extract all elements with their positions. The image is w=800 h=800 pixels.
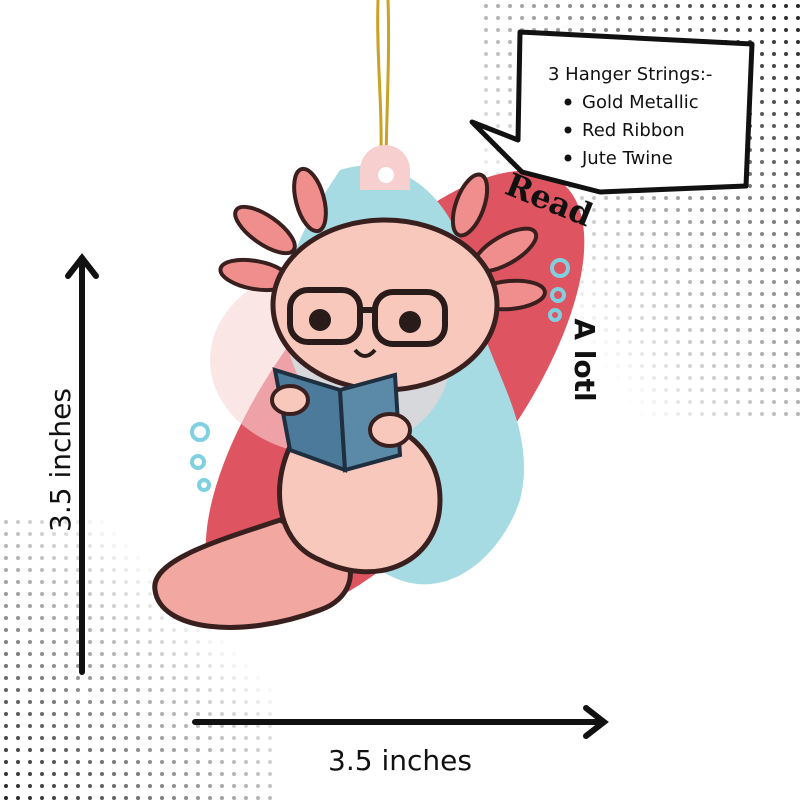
height-label: 3.5 inches	[44, 388, 77, 532]
dimension-arrow	[65, 253, 609, 739]
ornament: Read A lotl	[152, 145, 601, 630]
width-label: 3.5 inches	[328, 744, 472, 777]
list-item: Gold Metallic	[582, 92, 699, 113]
list-item: Red Ribbon	[582, 120, 685, 141]
callout: 3 Hanger Strings:- Gold Metallic Red Rib…	[469, 29, 755, 195]
ornament-text: A lotl	[568, 318, 601, 401]
list-item: Jute Twine	[581, 148, 673, 169]
hanger-string	[376, 0, 391, 171]
callout-title: 3 Hanger Strings:-	[548, 64, 712, 85]
